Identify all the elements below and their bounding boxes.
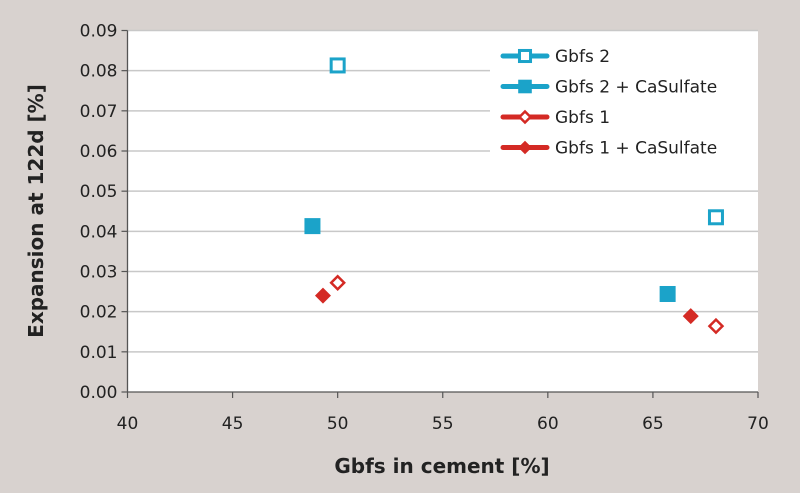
data-point-diamond-open (329, 274, 346, 292)
data-point-square-open (707, 209, 724, 226)
y-tick-label: 0.01 (80, 343, 118, 363)
y-tick-label: 0.08 (80, 62, 118, 82)
data-point-diamond-filled (682, 308, 699, 325)
x-tick-label: 50 (327, 414, 349, 434)
y-tick-label: 0.06 (80, 142, 118, 162)
x-tick-label: 40 (117, 414, 139, 434)
x-tick-label: 55 (432, 414, 454, 434)
legend-label: Gbfs 1 (555, 108, 610, 128)
y-tick-label: 0.02 (80, 303, 118, 323)
data-point-square-filled (304, 218, 321, 235)
legend-marker-square-open (517, 48, 533, 64)
y-tick-label: 0.09 (80, 22, 118, 42)
x-tick-label: 60 (537, 414, 559, 434)
y-tick-label: 0.00 (80, 383, 118, 403)
x-tick-label: 65 (642, 414, 664, 434)
data-point-diamond-filled (314, 287, 331, 304)
x-tick-label: 45 (222, 414, 244, 434)
y-axis-title: Expansion at 122d [%] (24, 84, 48, 338)
data-point-diamond-open (707, 317, 725, 335)
x-axis-title: Gbfs in cement [%] (334, 454, 549, 478)
legend-marker-diamond-open (517, 109, 533, 125)
legend-label: Gbfs 2 + CaSulfate (555, 78, 717, 98)
legend-marker-diamond-filled (518, 140, 532, 155)
y-tick-label: 0.03 (80, 263, 118, 283)
legend-label: Gbfs 1 + CaSulfate (555, 139, 717, 159)
legend-marker-square-filled (518, 79, 532, 94)
y-tick-label: 0.04 (80, 222, 118, 242)
data-point-square-open (329, 57, 346, 74)
y-tick-label: 0.07 (80, 102, 118, 122)
x-tick-label: 70 (747, 414, 769, 434)
y-tick-label: 0.05 (80, 182, 118, 202)
data-point-square-filled (659, 285, 676, 302)
legend-label: Gbfs 2 (555, 47, 610, 67)
